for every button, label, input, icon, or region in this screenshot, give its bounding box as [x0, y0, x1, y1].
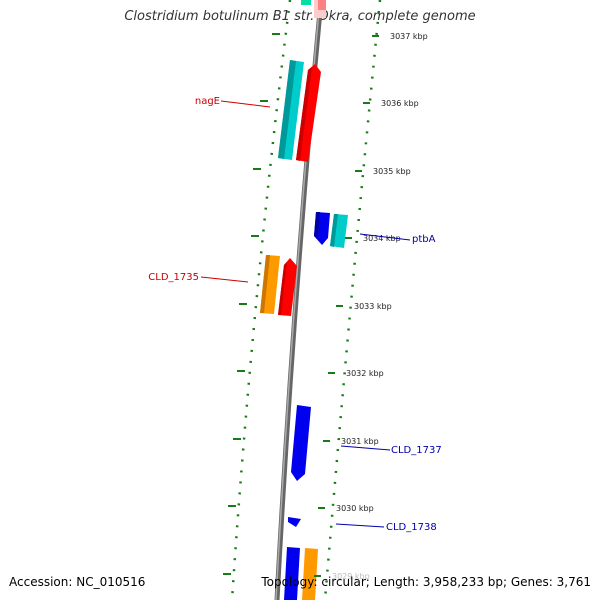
tick-label: 3034 kbp [363, 234, 401, 243]
gene-label-nagE[interactable]: nagE [195, 96, 220, 107]
label-line-CLD_1735 [200, 276, 249, 283]
tick-label: 3035 kbp [373, 167, 411, 176]
gene-feature[interactable] [284, 547, 300, 600]
tick-label: 3033 kbp [354, 302, 392, 311]
tick-label: 3036 kbp [381, 99, 419, 108]
label-line-nagE [220, 100, 271, 108]
gene-CLD_1737-blue[interactable] [291, 405, 311, 481]
tick-label: 3031 kbp [341, 437, 379, 446]
label-line-ptbA [359, 233, 411, 241]
gene-label-CLD_1737[interactable]: CLD_1737 [391, 445, 442, 456]
inner-ruler [230, 0, 292, 600]
label-line-CLD_1738 [335, 523, 385, 528]
gene-CLD_1735-red[interactable] [278, 258, 297, 316]
tick-label: 3029 kbp [332, 572, 370, 581]
tick-label: 3037 kbp [390, 32, 428, 41]
genome-summary-text: Topology: circular; Length: 3,958,233 bp… [261, 575, 591, 589]
label-line-CLD_1737 [340, 445, 391, 451]
accession-text: Accession: NC_010516 [9, 575, 146, 589]
gene-feature[interactable] [301, 0, 311, 5]
gene-CLD_1738-blue[interactable] [288, 517, 301, 527]
gene-label-CLD_1738[interactable]: CLD_1738 [386, 522, 437, 533]
gene-feature[interactable] [302, 548, 318, 600]
tick-label: 3032 kbp [346, 369, 384, 378]
gene-label-CLD_1735[interactable]: CLD_1735 [148, 272, 199, 283]
tick-label: 3030 kbp [336, 504, 374, 513]
gene-label-ptbA[interactable]: ptbA [412, 234, 436, 245]
map-title: Clostridium botulinum B1 str. Okra, comp… [124, 9, 476, 24]
outer-ruler [323, 0, 382, 600]
tick-marks: 3037 kbp 3036 kbp 3035 kbp 3034 kbp 3033 kbp… [223, 32, 428, 581]
